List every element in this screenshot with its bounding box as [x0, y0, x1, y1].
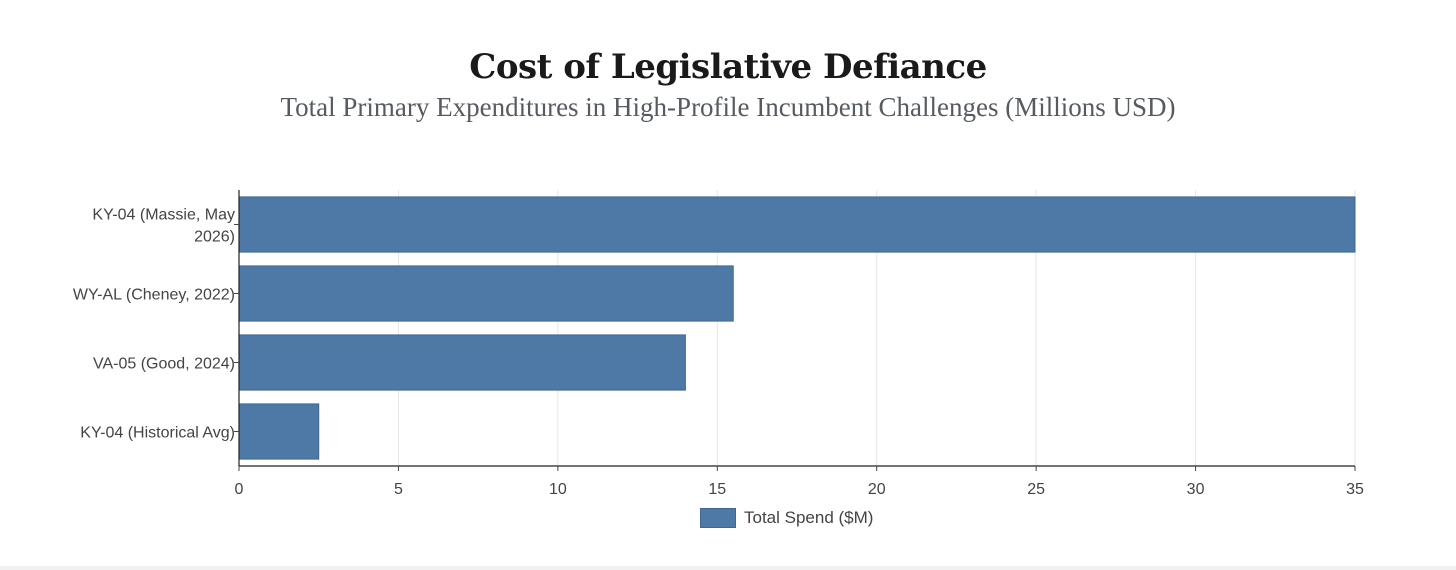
y-tick-label: VA-05 (Good, 2024) — [93, 356, 235, 373]
bar — [238, 265, 734, 322]
legend-label: Total Spend ($M) — [744, 508, 874, 527]
x-tick-label: 5 — [394, 481, 403, 498]
x-tick-label: 0 — [235, 481, 244, 498]
chart-subtitle: Total Primary Expenditures in High-Profi… — [280, 92, 1176, 122]
bar — [238, 196, 1356, 253]
bar — [238, 403, 320, 460]
x-axis-ticks: 0 5 10 15 20 25 30 35 — [235, 466, 1364, 498]
legend: Total Spend ($M) — [700, 506, 873, 530]
bars — [238, 196, 1356, 460]
legend-swatch — [700, 508, 736, 528]
bar — [238, 334, 686, 391]
x-tick-label: 30 — [1187, 481, 1205, 498]
x-tick-label: 15 — [708, 481, 726, 498]
x-tick-label: 35 — [1346, 481, 1364, 498]
y-tick-label: KY-04 (Massie, May — [92, 207, 235, 224]
x-tick-label: 20 — [868, 481, 886, 498]
x-tick-label: 10 — [549, 481, 567, 498]
y-tick-label: 2026) — [194, 229, 235, 246]
y-axis-ticks: KY-04 (Massie, May 2026) WY-AL (Cheney, 20… — [73, 207, 239, 442]
y-tick-label: KY-04 (Historical Avg) — [80, 425, 235, 442]
axes — [238, 190, 1355, 467]
bottom-divider — [0, 566, 1456, 570]
y-tick-label: WY-AL (Cheney, 2022) — [73, 287, 235, 304]
x-tick-label: 25 — [1027, 481, 1045, 498]
chart-title: Cost of Legislative Defiance — [469, 47, 987, 87]
